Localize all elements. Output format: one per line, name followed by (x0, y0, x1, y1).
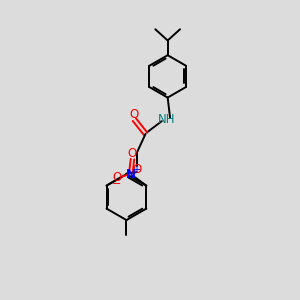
Text: O: O (130, 108, 139, 121)
Text: −: − (112, 179, 121, 189)
Text: +: + (132, 165, 140, 175)
Text: O: O (112, 172, 122, 184)
Text: N: N (126, 168, 136, 181)
Text: O: O (128, 147, 137, 160)
Text: NH: NH (158, 112, 175, 126)
Text: O: O (132, 163, 141, 176)
